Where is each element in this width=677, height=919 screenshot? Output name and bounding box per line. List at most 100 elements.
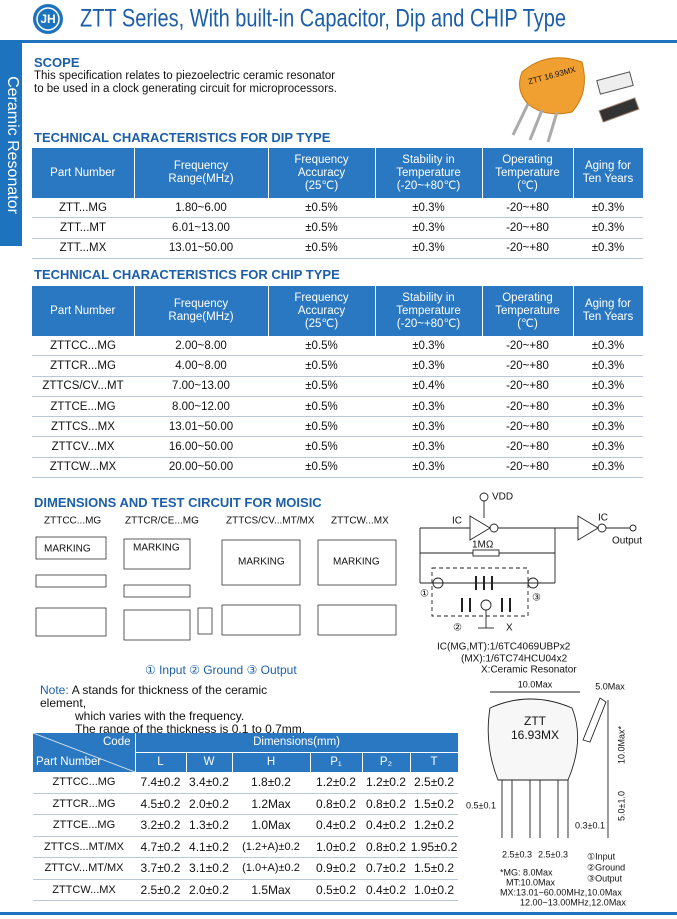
- header-cell: Stability in Temperature (-20~+80℃): [375, 286, 483, 336]
- lead: [528, 109, 544, 141]
- cell: 1.5±0.2: [410, 793, 459, 815]
- cell: ±0.3%: [375, 416, 482, 438]
- circuit-label: 1MΩ: [472, 540, 494, 551]
- header-line: Frequency: [173, 298, 229, 310]
- cell: -20~+80: [482, 416, 573, 438]
- cell: 1.2Max: [232, 793, 310, 815]
- cell: ±0.3%: [375, 336, 482, 357]
- cell: ±0.4%: [375, 376, 482, 397]
- circuit-label: X: [506, 623, 513, 634]
- outline-label: 2.5±0.3: [502, 849, 532, 859]
- outline-pin: ③Output: [587, 873, 623, 883]
- header-line: Operating: [502, 291, 553, 304]
- section-heading: DIMENSIONS AND TEST CIRCUIT FOR MOISIC: [34, 495, 322, 510]
- cell: ±0.5%: [268, 198, 375, 219]
- cell: 0.4±0.2: [362, 814, 410, 837]
- outline-note: 12.00~13.00MHz,12.0Max: [520, 897, 626, 907]
- lead: [546, 111, 559, 143]
- cell: (1.0+A)±0.2: [232, 857, 310, 880]
- outline-mark: 16.93MX: [511, 728, 559, 742]
- cell: ±0.3%: [573, 355, 643, 377]
- header-line: (-20~+80℃): [396, 317, 461, 330]
- cell: ZTT...MX: [32, 238, 134, 259]
- cell: ZTTCE...MG: [33, 814, 135, 837]
- cell: -20~+80: [482, 436, 573, 458]
- cell: -20~+80: [482, 336, 573, 357]
- outline-mark: ZTT: [524, 714, 547, 728]
- header-cell: Aging for Ten Years: [573, 148, 644, 198]
- header-row: Part Number Frequency Range(MHz) Frequency A…: [32, 286, 644, 336]
- cell: 8.00~12.00: [134, 396, 268, 418]
- row: ZTTCS...MT/MX 4.7±0.2 4.1±0.2 (1.2+A)±0.2 1.…: [33, 836, 459, 858]
- header-cell: Frequency Range(MHz): [134, 286, 269, 336]
- header-line: Stability in: [402, 153, 455, 166]
- section-heading: TECHNICAL CHARACTERISTICS FOR DIP TYPE: [34, 130, 331, 145]
- cell: 0.4±0.2: [362, 879, 410, 901]
- side-tab-text: Ceramic Resonator: [4, 76, 21, 215]
- cell: ±0.3%: [375, 355, 482, 377]
- cell: 0.4±0.2: [310, 814, 362, 837]
- logo-text: JH: [40, 12, 55, 26]
- cell: ZTTCC...MG: [33, 772, 135, 794]
- cell: ±0.3%: [375, 457, 482, 479]
- dimension-table: Code Part Number Dimensions(mm) L W H P₁ P₂ T ZTT…: [33, 733, 459, 901]
- cell: -20~+80: [482, 217, 573, 239]
- scope-text: This specification relates to piezoelect…: [34, 70, 337, 96]
- page-title: ZTT Series, With built-in Capacitor, Dip…: [80, 5, 566, 33]
- header-cell: Part Number: [32, 148, 135, 198]
- header-line: Part Number: [50, 166, 116, 179]
- cell: ZTTCW...MX: [32, 457, 134, 479]
- cell: -20~+80: [482, 457, 573, 479]
- cell: ±0.3%: [375, 198, 482, 219]
- spec-table: Part Number Frequency Range(MHz) Frequency A…: [32, 286, 644, 479]
- row: ZTT...MG 1.80~6.00 ±0.5% ±0.3% -20~+80 ±0.3%: [32, 198, 643, 219]
- product-chip: [596, 71, 634, 95]
- header-line: (℃): [517, 317, 538, 330]
- cell: 1.95±0.2: [410, 836, 459, 858]
- cell: 0.5±0.2: [310, 879, 362, 901]
- cell: ±0.3%: [375, 436, 482, 458]
- cell: 4.7±0.2: [135, 836, 186, 858]
- row: ZTTCV...MT/MX 3.7±0.2 3.1±0.2 (1.0+A)±0.2 0.…: [33, 857, 459, 880]
- outline-drawing: [487, 691, 609, 838]
- figure-label: ZTTCR/CE...MG: [125, 516, 199, 527]
- text-line: which varies with the frequency.: [75, 709, 245, 723]
- circuit-label: Output: [612, 536, 642, 547]
- dimension-figures: [35, 536, 397, 641]
- circuit-label: ③: [532, 593, 541, 604]
- row: ZTTCW...MX 20.00~50.00 ±0.5% ±0.3% -20~+80 ±0…: [32, 457, 643, 479]
- outline-label: 10.0Max: [518, 679, 553, 689]
- cell: ±0.3%: [375, 238, 482, 259]
- header-line: Part Number: [50, 304, 116, 317]
- cell: 0.8±0.2: [362, 836, 410, 858]
- header-line: Ten Years: [582, 311, 634, 323]
- corner-part: Part Number: [36, 756, 102, 768]
- cell: 1.5±0.2: [410, 857, 459, 880]
- header-cell: Aging for Ten Years: [573, 286, 644, 336]
- scope-heading: SCOPE: [34, 55, 80, 70]
- marking: MARKING: [133, 543, 180, 554]
- marking: MARKING: [333, 557, 380, 568]
- row: ZTTCW...MX 2.5±0.2 2.0±0.2 1.5Max 0.5±0.2 0.4…: [33, 879, 459, 901]
- cell: -20~+80: [482, 355, 573, 377]
- cell: ±0.3%: [573, 396, 643, 418]
- cell: (1.2+A)±0.2: [232, 836, 310, 858]
- cell: 1.0Max: [232, 814, 310, 837]
- header-line: Accuracy: [297, 304, 346, 317]
- header-cell: Frequency Range(MHz): [134, 148, 269, 198]
- circuit-note: IC(MG,MT):1/6TC4069UBPx2: [437, 642, 571, 653]
- header-row: Code Part Number Dimensions(mm): [33, 733, 459, 772]
- cell: ±0.3%: [375, 217, 482, 239]
- product-dip: [519, 57, 585, 115]
- cell: 0.8±0.2: [362, 793, 410, 815]
- cell: ZTT...MG: [32, 198, 134, 219]
- cell: 13.01~50.00: [134, 238, 268, 259]
- outline-pin: ②Ground: [587, 862, 625, 872]
- outline-label: 0.5±0.1: [466, 800, 496, 810]
- cell: 2.0±0.2: [186, 793, 232, 815]
- cell: ZTTCV...MX: [32, 436, 134, 458]
- cell: 2.0±0.2: [186, 879, 232, 901]
- side-tab: [0, 43, 22, 246]
